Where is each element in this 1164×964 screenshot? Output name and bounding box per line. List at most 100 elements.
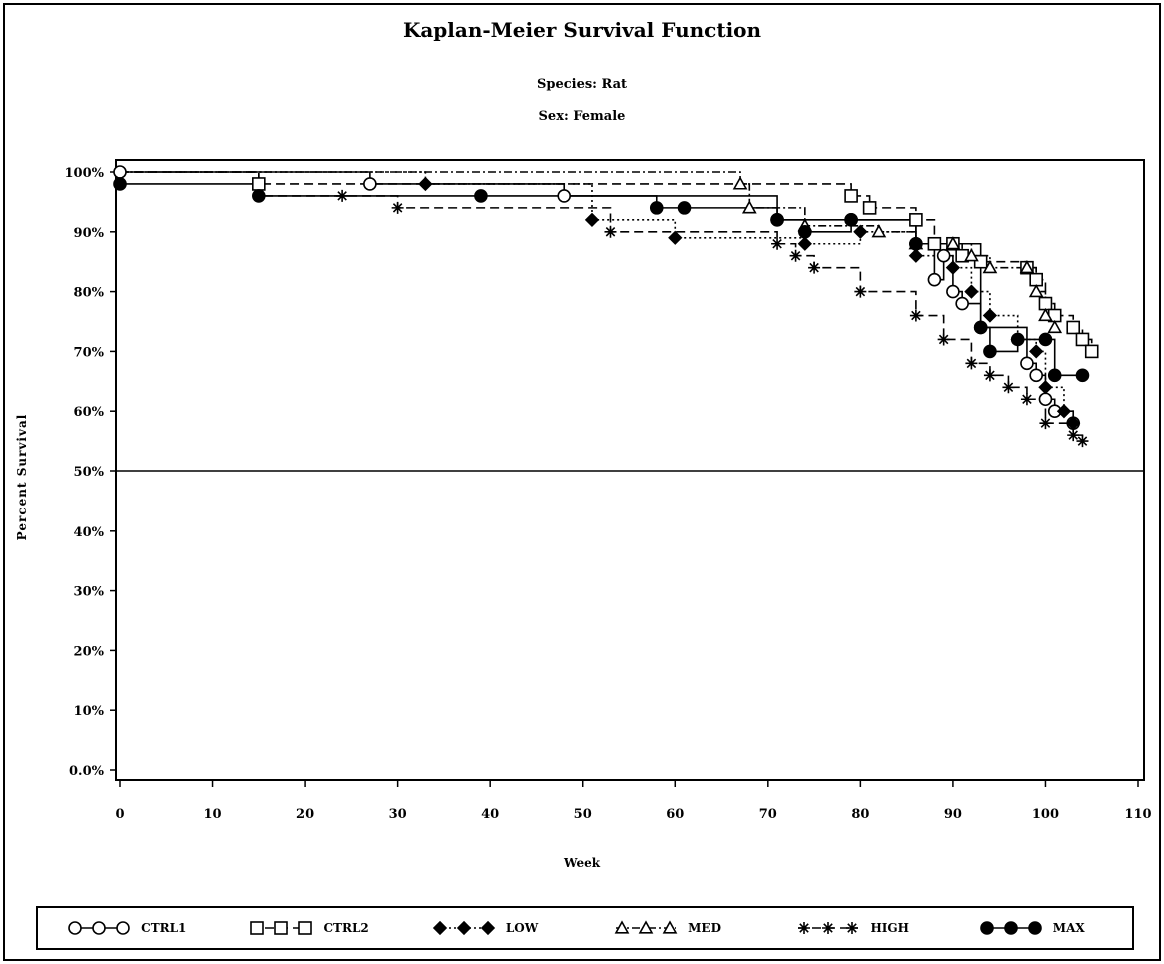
data-point-max — [983, 344, 997, 359]
data-point-max — [677, 201, 692, 215]
legend-marker-ctrl2 — [274, 921, 289, 935]
data-point-high — [789, 249, 802, 262]
data-point-ctrl1 — [936, 248, 951, 263]
legend-marker-med — [614, 920, 630, 934]
data-point-max — [1047, 368, 1062, 383]
chart-title: Kaplan-Meier Survival Function — [402, 18, 762, 42]
legend-label-max: MAX — [1052, 921, 1085, 935]
data-point-ctrl2 — [1066, 320, 1081, 335]
data-point-ctrl2 — [927, 236, 942, 251]
legend: CTRL1 CTRL2 LOW MED HIGH MAX — [36, 906, 1134, 950]
legend-label-ctrl1: CTRL1 — [141, 921, 187, 935]
data-point-high — [1020, 393, 1033, 406]
legend-marker-low — [480, 920, 495, 936]
data-point-high — [1002, 381, 1015, 394]
legend-label-low: LOW — [505, 921, 539, 935]
x-tick-label: 90 — [944, 807, 962, 822]
legend-entry-low: LOW — [432, 918, 556, 938]
data-point-low — [1056, 404, 1072, 419]
data-point-high — [937, 333, 950, 346]
legend-marker-low — [432, 920, 447, 936]
legend-marker-max — [1003, 921, 1018, 935]
legend-label-ctrl2: CTRL2 — [323, 921, 369, 935]
data-point-ctrl1 — [1038, 392, 1053, 407]
series-line-high — [120, 171, 1084, 442]
data-point-ctrl1 — [955, 296, 969, 311]
data-point-ctrl2 — [844, 189, 858, 203]
legend-marker-med — [638, 920, 654, 934]
x-tick-label: 70 — [759, 807, 777, 822]
legend-label-high: HIGH — [870, 921, 910, 935]
data-point-ctrl2 — [1038, 296, 1053, 311]
data-point-low — [1038, 380, 1053, 395]
data-point-high — [965, 357, 978, 370]
chart-subtitle-species: Species: Rat — [536, 77, 628, 92]
data-point-high — [1067, 429, 1080, 442]
data-point-ctrl1 — [363, 177, 377, 191]
x-tick-label: 100 — [1032, 807, 1059, 822]
data-point-high — [909, 309, 922, 322]
y-tick-label: 80% — [74, 286, 105, 301]
legend-marker-med — [662, 920, 678, 934]
data-point-max — [113, 177, 127, 191]
x-tick-label: 20 — [296, 807, 314, 822]
legend-marker-low — [456, 920, 471, 936]
data-point-low — [982, 308, 998, 323]
series-line-ctrl1 — [120, 171, 1075, 424]
x-tick-label: 50 — [574, 807, 592, 822]
legend-swatch-low — [432, 920, 495, 936]
data-point-high — [983, 369, 996, 382]
legend-marker-high — [846, 922, 859, 934]
series-line-ctrl2 — [120, 171, 1093, 352]
data-point-max — [770, 213, 784, 227]
data-point-ctrl1 — [557, 189, 572, 203]
data-point-med — [1038, 307, 1053, 322]
legend-swatch-ctrl2 — [250, 921, 313, 935]
data-point-high — [808, 261, 821, 274]
data-point-ctrl2 — [1075, 332, 1090, 347]
data-point-low — [964, 284, 979, 299]
data-point-max — [1038, 332, 1053, 347]
y-tick-label: 90% — [74, 226, 105, 241]
legend-marker-ctrl2 — [298, 921, 313, 935]
data-point-ctrl2 — [252, 177, 266, 191]
legend-entry-ctrl2: CTRL2 — [249, 918, 373, 938]
data-point-high — [854, 285, 867, 298]
x-tick-label: 40 — [481, 807, 499, 822]
data-point-ctrl2 — [909, 213, 923, 227]
x-tick-label: 110 — [1124, 807, 1151, 822]
y-tick-label: 50% — [74, 465, 105, 480]
data-point-low — [584, 212, 600, 227]
data-point-ctrl2 — [973, 254, 988, 269]
legend-marker-max — [1027, 921, 1042, 935]
y-tick-label: 30% — [74, 585, 105, 600]
legend-marker-high — [822, 922, 835, 934]
series-line-low — [120, 171, 1075, 424]
data-point-low — [945, 260, 961, 275]
legend-marker-ctrl1 — [68, 921, 82, 935]
x-tick-label: 0 — [115, 807, 124, 822]
legend-marker-ctrl1 — [116, 921, 130, 935]
legend-entry-high: HIGH — [796, 918, 920, 938]
data-point-med — [982, 260, 998, 274]
data-point-high — [391, 201, 404, 214]
data-point-low — [418, 176, 433, 192]
legend-marker-max — [979, 921, 994, 935]
legend-label-med: MED — [688, 921, 721, 935]
data-point-med — [741, 200, 757, 214]
data-point-high — [1076, 435, 1089, 448]
data-point-high — [1039, 417, 1052, 430]
data-point-med — [964, 248, 979, 262]
data-point-ctrl1 — [927, 272, 942, 287]
data-point-low — [797, 236, 812, 251]
legend-swatch-med — [614, 920, 678, 934]
data-point-ctrl2 — [1084, 344, 1099, 359]
data-point-max — [909, 236, 923, 251]
data-point-low — [668, 230, 683, 245]
y-tick-label: 100% — [65, 166, 105, 181]
data-point-high — [771, 237, 784, 250]
x-axis-label: Week — [563, 856, 601, 870]
data-point-ctrl1 — [113, 165, 127, 179]
legend-entry-med: MED — [614, 918, 738, 938]
